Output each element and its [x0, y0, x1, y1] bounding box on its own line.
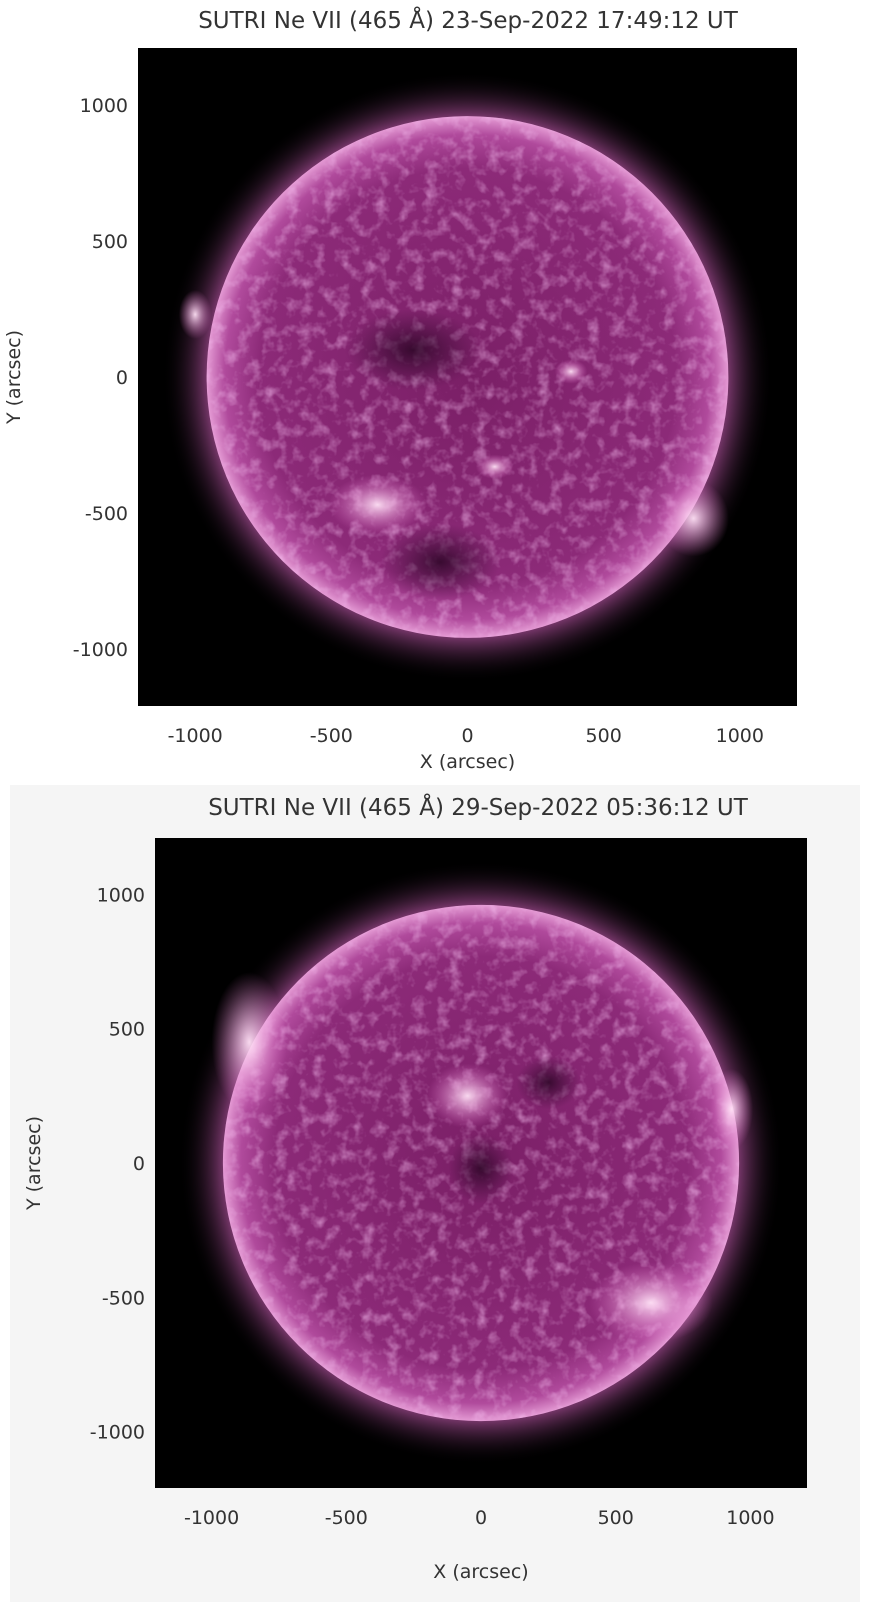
y-tick-label: 1000: [80, 95, 128, 117]
dark-region: [380, 524, 500, 600]
y-axis-label: Y (arcsec): [23, 1116, 45, 1211]
bright-region: [589, 1262, 713, 1343]
x-axis-label: X (arcsec): [433, 1561, 528, 1583]
solar-image: [179, 861, 783, 1465]
bright-region: [476, 454, 514, 479]
bright-region: [658, 480, 729, 556]
x-tick-label: 1000: [726, 1507, 774, 1529]
x-tick-label: 0: [461, 725, 473, 747]
bright-region: [710, 1069, 753, 1150]
x-tick-label: 500: [598, 1507, 634, 1529]
x-axis-label: X (arcsec): [420, 751, 515, 773]
y-tick-label: -1000: [73, 639, 128, 661]
x-tick-label: 0: [475, 1507, 487, 1529]
y-tick-label: 1000: [97, 884, 145, 906]
x-tick-label: -500: [310, 725, 353, 747]
bright-region: [179, 290, 212, 339]
dark-region: [345, 309, 481, 391]
x-tick-label: 1000: [716, 725, 764, 747]
y-tick-label: -1000: [90, 1422, 145, 1444]
y-tick-label: 500: [109, 1019, 145, 1041]
figure: SUTRI Ne VII (465 Å) 23-Sep-2022 17:49:1…: [0, 0, 878, 1602]
dark-region: [449, 1133, 514, 1203]
y-tick-label: 0: [133, 1153, 145, 1175]
x-tick-label: -500: [325, 1507, 368, 1529]
solar-image: [162, 72, 772, 682]
bright-region: [555, 359, 588, 384]
bright-region: [212, 972, 287, 1112]
dark-region: [516, 1055, 581, 1109]
y-tick-label: 0: [116, 367, 128, 389]
y-tick-label: -500: [85, 503, 128, 525]
chart-title: SUTRI Ne VII (465 Å) 29-Sep-2022 05:36:1…: [208, 793, 749, 821]
y-tick-label: -500: [102, 1287, 145, 1309]
x-tick-label: -1000: [168, 725, 223, 747]
x-tick-label: -1000: [184, 1507, 239, 1529]
bright-region: [329, 475, 427, 535]
bright-region: [427, 1064, 508, 1129]
y-axis-label: Y (arcsec): [3, 330, 25, 425]
chart-title: SUTRI Ne VII (465 Å) 23-Sep-2022 17:49:1…: [198, 6, 739, 34]
x-tick-label: 500: [586, 725, 622, 747]
y-tick-label: 500: [92, 231, 128, 253]
